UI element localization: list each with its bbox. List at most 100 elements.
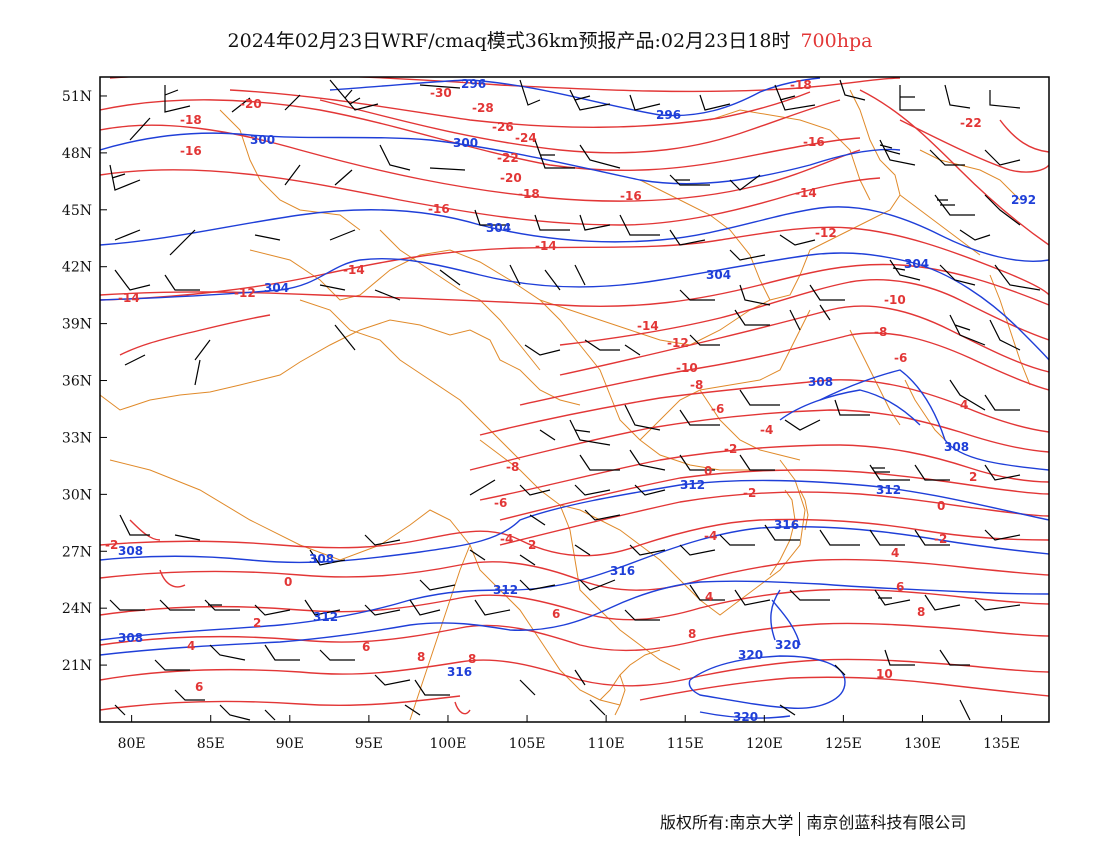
temp-label: -20 <box>240 97 262 111</box>
temp-label: -12 <box>815 226 837 240</box>
temp-label: -16 <box>620 189 642 203</box>
height-label: 312 <box>313 610 338 624</box>
temp-label: -2 <box>743 486 756 500</box>
footer-right: 南京创蓝科技有限公司 <box>806 813 967 832</box>
temp-label: -6 <box>711 402 724 416</box>
lon-tick-label: 105E <box>509 736 546 752</box>
temp-label: -14 <box>118 291 140 305</box>
lat-tick-label: 42N <box>62 260 92 276</box>
lat-tick-label: 51N <box>62 89 92 105</box>
temp-label: -12 <box>234 286 256 300</box>
temp-label: -4 <box>500 532 513 546</box>
height-label: 300 <box>250 133 275 147</box>
temp-label: -14 <box>637 319 659 333</box>
temp-label: 8 <box>468 652 476 666</box>
height-label: 308 <box>309 552 334 566</box>
lat-axis: 51N 48N 45N 42N 39N 36N 33N 30N 27N 24N 21N <box>62 89 107 674</box>
temp-label: 4 <box>960 398 968 412</box>
temp-label: -14 <box>535 239 557 253</box>
lon-tick-label: 85E <box>197 736 225 752</box>
temp-label: 0 <box>284 575 292 589</box>
temp-label: -16 <box>180 144 202 158</box>
temp-label: -20 <box>500 171 522 185</box>
height-label: 304 <box>486 221 511 235</box>
wind-barbs <box>109 79 1041 721</box>
lat-tick-label: 24N <box>62 601 92 617</box>
temp-label: -18 <box>790 78 812 92</box>
temp-label: -22 <box>960 116 982 130</box>
footer-separator <box>799 811 801 836</box>
lon-tick-label: 115E <box>667 736 704 752</box>
lon-tick-label: 110E <box>588 736 625 752</box>
footer-credit: 版权所有:南京大学 南京创蓝科技有限公司 <box>660 809 966 836</box>
temp-label: 2 <box>528 538 536 552</box>
temperature-labels: -30 -28 -26 -24 -22 -20 -20 -18 -18 -18 … <box>105 78 982 694</box>
lat-tick-label: 33N <box>62 430 92 446</box>
height-labels: 296 296 300 300 304 304 304 304 292 308 … <box>118 77 1036 724</box>
height-label: 308 <box>808 375 833 389</box>
height-label: 316 <box>774 518 799 532</box>
lon-tick-label: 95E <box>355 736 383 752</box>
lat-tick-label: 45N <box>62 203 92 219</box>
temp-label: 0 <box>937 499 945 513</box>
lon-axis: 80E 85E 90E 95E 100E 105E 110E 115E 120E 125E 130E… <box>118 715 1020 752</box>
lon-tick-label: 120E <box>746 736 783 752</box>
temp-label: 6 <box>195 680 203 694</box>
temp-label: -6 <box>494 496 507 510</box>
height-label: 308 <box>118 631 143 645</box>
lon-tick-label: 100E <box>429 736 466 752</box>
temp-label: 6 <box>362 640 370 654</box>
lat-tick-label: 36N <box>62 374 92 390</box>
temp-label: -14 <box>343 263 365 277</box>
temp-label: -22 <box>497 151 519 165</box>
height-label: 292 <box>1011 193 1036 207</box>
temp-label: -10 <box>676 361 698 375</box>
temp-label: -6 <box>894 351 907 365</box>
lat-tick-label: 39N <box>62 317 92 333</box>
lat-tick-label: 27N <box>62 544 92 560</box>
height-label: 320 <box>775 638 800 652</box>
height-label: 304 <box>904 257 929 271</box>
page-title: 2024年02月23日WRF/cmaq模式36km预报产品:02月23日18时 7… <box>0 26 1100 53</box>
temp-label: 2 <box>253 616 261 630</box>
height-label: 308 <box>118 544 143 558</box>
temp-label: 6 <box>896 580 904 594</box>
temp-label: -8 <box>506 460 519 474</box>
height-label: 304 <box>264 281 289 295</box>
height-label: 308 <box>944 440 969 454</box>
height-contours <box>100 77 1049 719</box>
temp-label: -8 <box>690 378 703 392</box>
plot-frame <box>99 76 1050 723</box>
lon-tick-label: 125E <box>825 736 862 752</box>
height-label: 316 <box>447 665 472 679</box>
lon-tick-label: 80E <box>118 736 146 752</box>
temp-label: 4 <box>891 546 899 560</box>
height-label: 312 <box>493 583 518 597</box>
lat-tick-label: 30N <box>62 487 92 503</box>
height-label: 312 <box>876 483 901 497</box>
temp-label: 8 <box>917 605 925 619</box>
lon-tick-label: 135E <box>983 736 1020 752</box>
height-label: 320 <box>733 710 758 724</box>
temp-label: -2 <box>934 532 947 546</box>
temp-label: -2 <box>724 442 737 456</box>
temp-label: -26 <box>492 120 514 134</box>
temp-label: -14 <box>795 186 817 200</box>
temp-label: -4 <box>704 529 717 543</box>
temp-label: 0 <box>704 464 712 478</box>
lon-tick-label: 90E <box>276 736 304 752</box>
title-main: 2024年02月23日WRF/cmaq模式36km预报产品:02月23日18时 <box>227 30 791 52</box>
temp-label: -24 <box>515 131 537 145</box>
temp-label: 8 <box>688 627 696 641</box>
temp-label: 4 <box>705 590 713 604</box>
temp-label: -10 <box>884 293 906 307</box>
temp-label: -18 <box>518 187 540 201</box>
temp-label: -16 <box>428 202 450 216</box>
height-label: 312 <box>680 478 705 492</box>
temp-label: 6 <box>552 607 560 621</box>
height-label: 320 <box>738 648 763 662</box>
temp-label: 10 <box>876 667 893 681</box>
temp-label: 2 <box>969 470 977 484</box>
title-level: 700hpa <box>800 30 873 52</box>
